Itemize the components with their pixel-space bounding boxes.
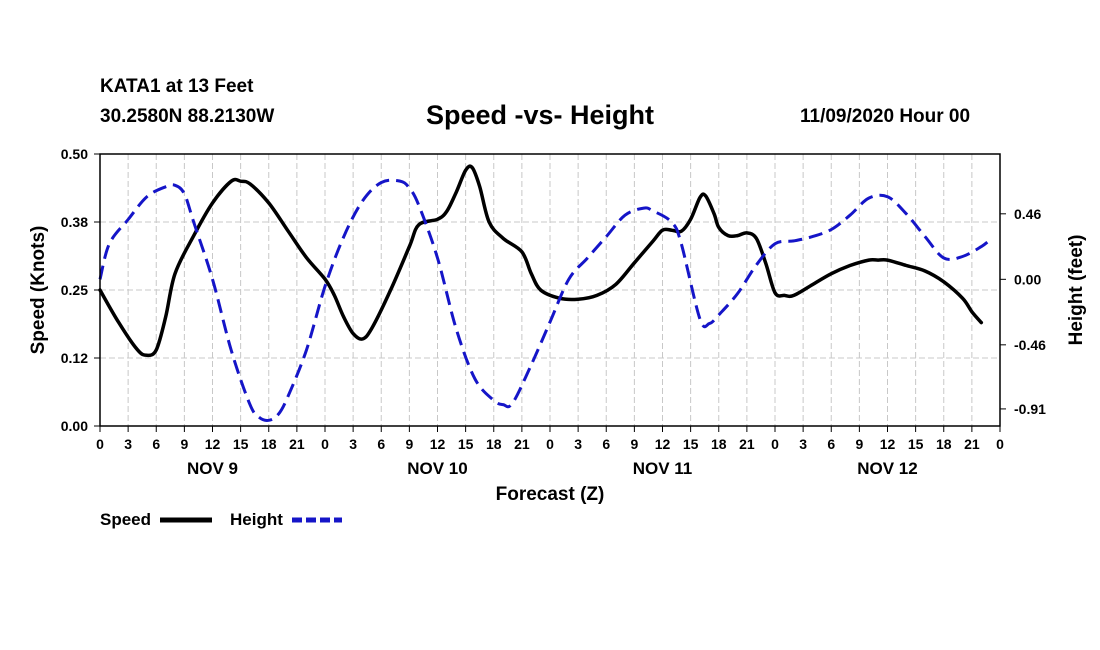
x-tick-label: 9: [855, 436, 863, 452]
legend: Speed Height: [100, 510, 342, 529]
x-tick-label: 9: [630, 436, 638, 452]
x-tick-label: 18: [711, 436, 727, 452]
y-left-tick-label: 0.50: [61, 146, 88, 162]
x-tick-label: 6: [827, 436, 835, 452]
y-left-tick-label: 0.38: [61, 214, 88, 230]
x-tick-label: 15: [908, 436, 924, 452]
y-right-tick-label: 0.00: [1014, 271, 1041, 287]
axis-tick-labels: 0 3 6 9 12 15 18 21 0 3 6 9 12 15 18 21 0 3 6 9 12 15 18 21 0 3 6 9…: [61, 146, 1046, 478]
forecast-datetime: 11/09/2020 Hour 00: [800, 106, 971, 127]
x-day-label: NOV 9: [187, 459, 238, 478]
y-left-tick-label: 0.00: [61, 418, 88, 434]
legend-height-label: Height: [230, 510, 283, 529]
x-day-label: NOV 10: [407, 459, 467, 478]
x-tick-label: 0: [771, 436, 779, 452]
x-tick-label: 12: [655, 436, 671, 452]
grid-lines: [100, 154, 1000, 426]
x-tick-label: 3: [124, 436, 132, 452]
x-tick-label: 0: [96, 436, 104, 452]
x-tick-label: 0: [546, 436, 554, 452]
y-axis-right-label: Height (feet): [1066, 235, 1087, 346]
x-tick-label: 9: [405, 436, 413, 452]
y-right-tick-label: -0.91: [1014, 401, 1046, 417]
x-tick-label: 12: [205, 436, 221, 452]
x-tick-label: 21: [964, 436, 980, 452]
x-tick-label: 21: [289, 436, 305, 452]
legend-speed-label: Speed: [100, 510, 151, 529]
x-tick-label: 3: [574, 436, 582, 452]
x-tick-label: 3: [349, 436, 357, 452]
series-lines: [98, 164, 992, 422]
y-left-tick-label: 0.12: [61, 350, 88, 366]
x-day-label: NOV 11: [633, 459, 693, 478]
x-tick-label: 15: [683, 436, 699, 452]
x-axis-label: Forecast (Z): [496, 484, 605, 505]
y-right-tick-label: -0.46: [1014, 337, 1046, 353]
x-tick-label: 18: [261, 436, 277, 452]
station-coordinates: 30.2580N 88.2130W: [100, 106, 275, 127]
x-tick-label: 0: [996, 436, 1004, 452]
x-tick-label: 9: [180, 436, 188, 452]
x-tick-label: 12: [430, 436, 446, 452]
station-label: KATA1 at 13 Feet: [100, 76, 254, 97]
x-tick-label: 18: [486, 436, 502, 452]
x-day-label: NOV 12: [857, 459, 917, 478]
x-tick-label: 21: [739, 436, 755, 452]
height-series-line: [98, 178, 992, 422]
x-tick-label: 21: [514, 436, 530, 452]
x-tick-label: 15: [458, 436, 474, 452]
chart-title: Speed -vs- Height: [426, 100, 655, 130]
x-tick-label: 6: [152, 436, 160, 452]
x-tick-label: 6: [602, 436, 610, 452]
y-left-tick-label: 0.25: [61, 282, 88, 298]
x-tick-label: 3: [799, 436, 807, 452]
y-axis-left-label: Speed (Knots): [28, 226, 49, 355]
speed-series-line: [98, 164, 984, 358]
x-tick-label: 0: [321, 436, 329, 452]
x-tick-label: 6: [377, 436, 385, 452]
x-tick-label: 18: [936, 436, 952, 452]
x-tick-label: 15: [233, 436, 249, 452]
y-right-tick-label: 0.46: [1014, 206, 1041, 222]
axis-ticks: [94, 153, 1006, 432]
x-tick-label: 12: [880, 436, 896, 452]
